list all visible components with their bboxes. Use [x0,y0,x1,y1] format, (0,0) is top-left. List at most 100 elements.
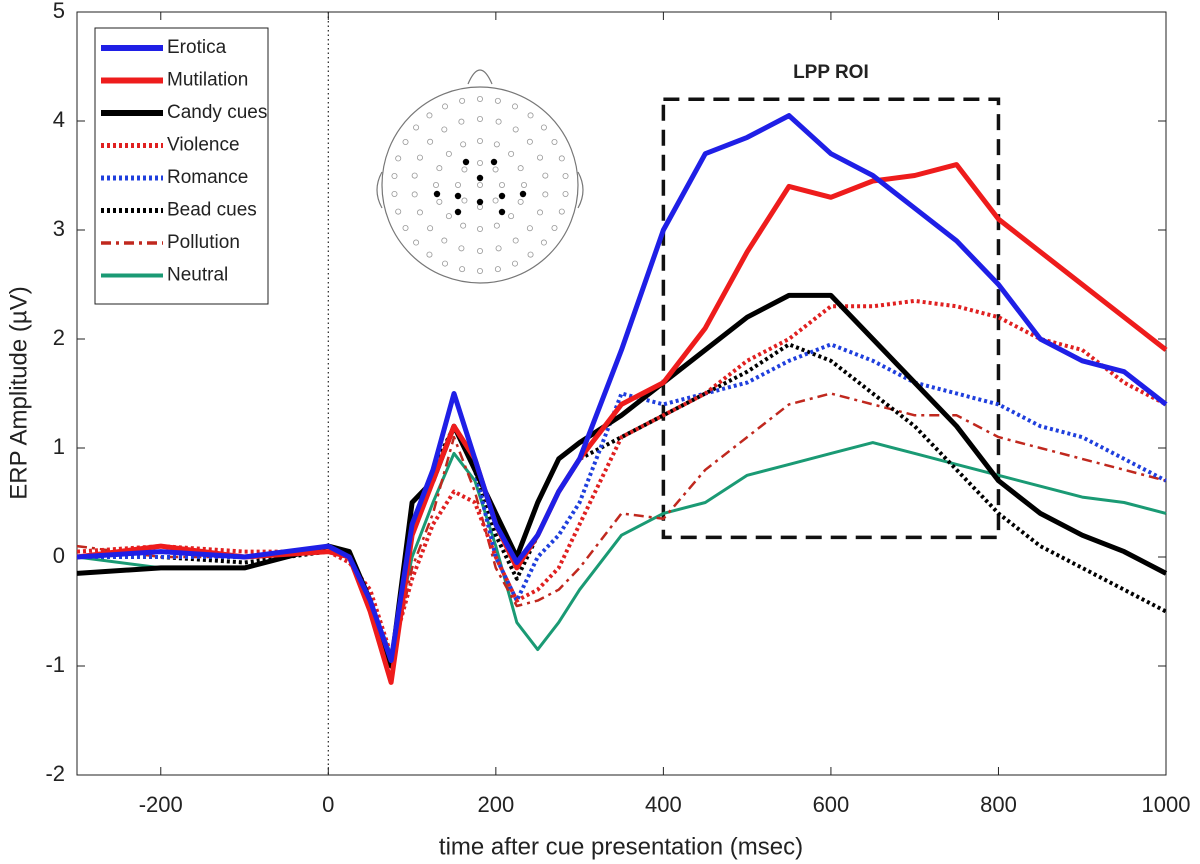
electrode [459,97,466,104]
electrode [517,198,524,205]
electrode [413,239,420,246]
electrode [476,116,483,123]
electrode [445,213,452,220]
electrode [416,154,423,161]
electrode [562,173,569,180]
series-line [76,392,1167,668]
electrode [492,197,499,204]
electrode [445,150,452,157]
electrode [395,208,402,215]
electrode [459,266,466,273]
electrode [461,197,468,204]
electrode [426,112,433,119]
x-tick-label: -200 [139,792,183,817]
electrode [458,245,465,252]
series-line [76,441,1167,657]
electrode [537,209,544,216]
series-line [77,342,1167,668]
electrode [540,124,547,131]
electrode [426,251,433,258]
y-tick-label: 1 [53,434,65,459]
electrode [551,224,558,231]
electrode [512,126,519,133]
electrode [558,208,565,215]
electrode [391,190,398,197]
electrode [537,154,544,161]
roi-electrode [454,208,462,216]
electrode [551,138,558,145]
head-map [376,69,584,284]
electrode [508,150,515,157]
electrode [542,172,549,179]
y-tick-label: -1 [45,652,65,677]
roi-electrode [433,190,441,198]
electrode [494,266,501,273]
electrode [411,191,418,198]
electrode [476,225,483,232]
y-tick-label: 4 [53,107,65,132]
electrode [495,245,502,252]
legend-label: Mutilation [167,70,248,91]
electrode [493,222,500,229]
electrode [441,126,448,133]
electrode [454,181,461,188]
electrode [442,260,449,267]
electrode [521,181,528,188]
y-axis-label: ERP Amplitude (µV) [5,286,32,499]
y-tick-label: -2 [45,761,65,786]
electrode [402,224,409,231]
electrode [460,141,467,148]
electrode [458,118,465,125]
electrode [413,124,420,131]
roi-electrode [490,158,498,166]
electrode [402,138,409,145]
electrode [542,191,549,198]
x-tick-label: 200 [477,792,514,817]
electrode [427,138,434,145]
electrode [395,155,402,162]
legend-label: Neutral [167,265,228,286]
electrode [476,159,483,166]
electrode [527,112,534,119]
electrode [436,165,443,172]
x-tick-label: 400 [645,792,682,817]
y-tick-label: 5 [53,0,65,23]
electrode [508,213,515,220]
electrode [476,96,483,103]
electrode [416,209,423,216]
x-tick-label: 1000 [1142,792,1191,817]
x-tick-label: 600 [813,792,850,817]
electrode [512,237,519,244]
roi-electrode [476,174,484,182]
roi-electrode [476,198,484,206]
roi-electrode [519,190,527,198]
legend-box [94,27,269,305]
electrode [460,222,467,229]
electrode [442,103,449,110]
electrode [432,181,439,188]
electrode [411,172,418,179]
roi-electrode [462,158,470,166]
electrode [441,237,448,244]
electrode [517,165,524,172]
x-tick-label: 0 [322,792,334,817]
x-axis-label: time after cue presentation (msec) [439,833,803,860]
series-line [76,113,1168,663]
electrode [391,173,398,180]
electrode [527,251,534,258]
electrode [476,267,483,274]
roi-electrode [498,208,506,216]
y-tick-label: 2 [53,325,65,350]
legend-label: Candy cues [167,102,267,123]
electrode [476,137,483,144]
electrode [558,155,565,162]
electrode [511,103,518,110]
electrode [493,141,500,148]
series-line [76,298,1167,658]
electrode [476,181,483,188]
electrode [492,166,499,173]
legend-label: Romance [167,167,248,188]
plot-frame [76,11,1167,776]
legend-label: Pollution [167,232,240,253]
